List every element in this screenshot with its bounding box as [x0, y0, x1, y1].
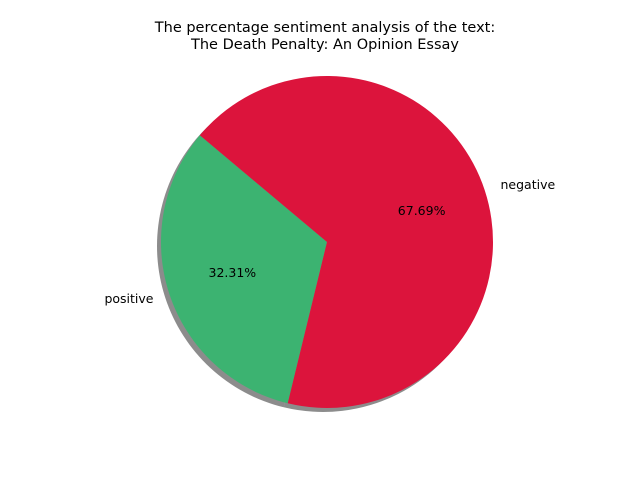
- chart-title-line-2: The Death Penalty: An Opinion Essay: [190, 37, 459, 53]
- pie-slices: [160, 76, 494, 408]
- pct-label-positive: 32.31%: [209, 265, 257, 280]
- slice-label-positive: positive: [104, 291, 153, 306]
- chart-title-line-1: The percentage sentiment analysis of the…: [154, 20, 495, 36]
- slice-negative: [199, 76, 494, 408]
- pct-label-negative: 67.69%: [398, 203, 446, 218]
- slice-positive: [160, 135, 327, 404]
- pie-labels: positive 32.31% negative 67.69%: [104, 177, 555, 306]
- slice-label-negative: negative: [501, 177, 556, 192]
